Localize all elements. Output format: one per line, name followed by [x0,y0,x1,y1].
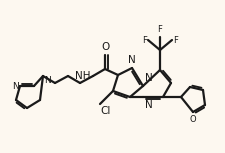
Text: F: F [142,35,147,45]
Text: Cl: Cl [100,106,110,116]
Text: N: N [12,82,19,91]
Text: N: N [145,100,153,110]
Text: F: F [173,35,178,45]
Text: F: F [158,25,162,34]
Text: NH: NH [76,71,91,81]
Text: N: N [44,76,51,85]
Text: N: N [128,55,136,65]
Text: O: O [190,115,196,124]
Text: N: N [145,73,153,83]
Text: O: O [101,42,109,52]
